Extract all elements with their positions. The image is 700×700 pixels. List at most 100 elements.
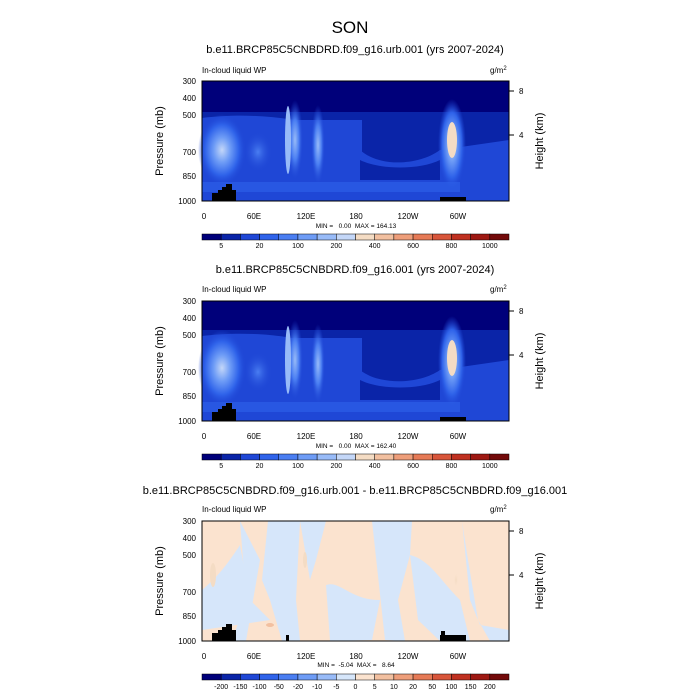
- colorbar-label: 100: [292, 243, 304, 250]
- x-tick-label: 60E: [247, 212, 261, 221]
- colorbar-swatch: [220, 453, 241, 461]
- x-tick-label: 60E: [247, 432, 261, 441]
- colorbar-label: 20: [409, 684, 417, 691]
- panel-1-title: b.e11.BRCP85C5CNBDRD.f09_g16.urb.001 (yr…: [206, 44, 504, 56]
- colorbar-label: -100: [253, 684, 267, 691]
- colorbar-label: 100: [292, 463, 304, 470]
- page-title: SON: [332, 18, 369, 37]
- colorbar-label: 20: [256, 463, 264, 470]
- colorbar-swatch: [412, 673, 433, 681]
- x-tick-label: 60W: [450, 432, 467, 441]
- panel-3-colorbar: -200 -150 -100 -50 -20 -10 -5 0 5 10 20 50 100 150 200: [201, 673, 510, 691]
- x-tick-label: 120W: [398, 652, 419, 661]
- colorbar-swatch: [240, 233, 260, 241]
- y-tick-label: 300: [183, 77, 197, 86]
- y-tick-label: 500: [183, 331, 197, 340]
- panel-3-units: g/m2: [490, 505, 507, 514]
- panel-1-y-ticks: 300 400 500 700 850 1000: [178, 77, 196, 206]
- colorbar-label: 600: [407, 463, 419, 470]
- colorbar-swatch: [470, 453, 491, 461]
- panel-1-colorbar: 5 20 100 200 400 600 800 1000: [201, 233, 510, 250]
- panel-3-variable: In-cloud liquid WP: [202, 505, 266, 514]
- x-tick-label: 60W: [450, 212, 467, 221]
- colorbar-label: -200: [214, 684, 228, 691]
- panel-2-x-ticks: 0 60E 120E 180 120W 60W: [202, 432, 467, 441]
- panel-1-stats: MIN = 0.00 MAX = 164.13: [316, 223, 397, 230]
- colorbar-swatch: [278, 233, 299, 241]
- colorbar-label: 200: [330, 463, 342, 470]
- y-tick-label: 700: [183, 588, 197, 597]
- colorbar-swatch: [451, 673, 471, 681]
- colorbar-swatch: [432, 233, 452, 241]
- colorbar-label: -5: [333, 684, 339, 691]
- panel-1-variable: In-cloud liquid WP: [202, 66, 266, 75]
- colorbar-swatch: [240, 673, 260, 681]
- colorbar-swatch: [470, 233, 491, 241]
- colorbar-swatch: [259, 233, 279, 241]
- y-tick-label: 400: [183, 94, 197, 103]
- colorbar-swatch: [201, 453, 222, 461]
- colorbar-swatch: [316, 453, 337, 461]
- colorbar-swatch: [451, 453, 471, 461]
- colorbar-swatch: [220, 673, 241, 681]
- colorbar-swatch: [297, 233, 318, 241]
- colorbar-swatch: [393, 233, 414, 241]
- colorbar-label: 200: [484, 684, 496, 691]
- panel-2: b.e11.BRCP85C5CNBDRD.f09_g16.001 (yrs 20…: [154, 264, 546, 470]
- colorbar-swatch: [412, 233, 433, 241]
- colorbar-swatch: [259, 673, 279, 681]
- colorbar-label: -20: [293, 684, 303, 691]
- y-tick-label: 850: [183, 172, 197, 181]
- colorbar-swatch: [470, 673, 491, 681]
- x-tick-label: 180: [349, 652, 363, 661]
- colorbar-swatch: [355, 233, 375, 241]
- colorbar-swatch: [489, 453, 510, 461]
- panel-2-ylabel: Pressure (mb): [154, 326, 166, 396]
- y-tick-label: 850: [183, 392, 197, 401]
- panel-3-right-ticks: 8 4: [509, 527, 524, 580]
- x-tick-label: 60E: [247, 652, 261, 661]
- colorbar-swatch: [278, 453, 299, 461]
- panel-3-field: [201, 520, 510, 642]
- colorbar-label: -150: [233, 684, 247, 691]
- colorbar-swatch: [432, 453, 452, 461]
- y-tick-label: 500: [183, 111, 197, 120]
- panel-3-title: b.e11.BRCP85C5CNBDRD.f09_g16.urb.001 - b…: [143, 485, 568, 497]
- panel-3-y-ticks: 300 400 500 700 850 1000: [178, 517, 196, 646]
- panel-1: b.e11.BRCP85C5CNBDRD.f09_g16.urb.001 (yr…: [154, 44, 546, 250]
- y-tick-label: 500: [183, 551, 197, 560]
- colorbar-label: 10: [390, 684, 398, 691]
- y-tick-label: 300: [183, 297, 197, 306]
- x-tick-label: 120E: [297, 652, 316, 661]
- height-tick-label: 4: [519, 131, 524, 140]
- panel-3-stats: MIN = -5.04 MAX = 8.64: [317, 662, 395, 669]
- colorbar-swatch: [336, 453, 356, 461]
- colorbar-swatch: [259, 453, 279, 461]
- x-tick-label: 120E: [297, 432, 316, 441]
- y-tick-label: 1000: [178, 417, 196, 426]
- colorbar-swatch: [432, 673, 452, 681]
- colorbar-swatch: [355, 673, 375, 681]
- panel-3: b.e11.BRCP85C5CNBDRD.f09_g16.urb.001 - b…: [143, 485, 568, 691]
- colorbar-swatch: [374, 453, 395, 461]
- x-tick-label: 0: [202, 652, 207, 661]
- y-tick-label: 400: [183, 314, 197, 323]
- colorbar-label: -50: [274, 684, 284, 691]
- x-tick-label: 0: [202, 212, 207, 221]
- colorbar-swatch: [220, 233, 241, 241]
- height-tick-label: 8: [519, 307, 524, 316]
- colorbar-swatch: [489, 673, 510, 681]
- colorbar-label: 20: [256, 243, 264, 250]
- y-tick-label: 300: [183, 517, 197, 526]
- colorbar-swatch: [336, 233, 356, 241]
- colorbar-swatch: [201, 673, 222, 681]
- panel-2-units: g/m2: [490, 285, 507, 294]
- panel-1-ylabel: Pressure (mb): [154, 106, 166, 176]
- panel-1-units: g/m2: [490, 66, 507, 75]
- colorbar-label: 1000: [482, 243, 498, 250]
- colorbar-swatch: [240, 453, 260, 461]
- colorbar-swatch: [297, 453, 318, 461]
- colorbar-swatch: [489, 233, 510, 241]
- y-tick-label: 700: [183, 148, 197, 157]
